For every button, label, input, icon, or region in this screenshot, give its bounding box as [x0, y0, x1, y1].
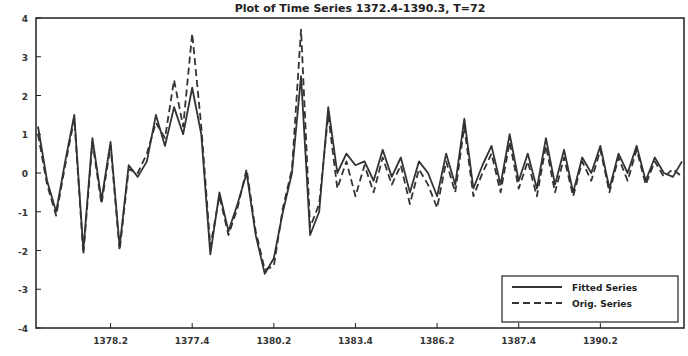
y-tick-label: 0 [22, 169, 28, 179]
y-tick [36, 328, 41, 329]
x-tick-label: 1377.4 [175, 336, 210, 346]
x-tick-label: 1387.4 [501, 336, 536, 346]
x-tick [355, 323, 356, 328]
x-tick [437, 323, 438, 328]
y-tick [36, 289, 41, 290]
y-tick [36, 95, 41, 96]
y-tick [36, 18, 41, 19]
y-tick-label: -1 [18, 208, 28, 218]
plot-area [38, 30, 682, 274]
legend-label: Fitted Series [572, 283, 637, 293]
y-tick-label: -4 [18, 324, 28, 334]
x-tick-label: 1390.2 [583, 336, 618, 346]
y-tick-label: 4 [22, 14, 28, 24]
y-tick-label: -2 [18, 247, 28, 257]
y-tick [36, 56, 41, 57]
series-line [38, 30, 682, 270]
y-tick [36, 211, 41, 212]
x-tick [110, 323, 111, 328]
series-line [38, 76, 682, 274]
chart: Plot of Time Series 1372.4-1390.3, T=72 -… [0, 0, 688, 356]
x-tick [600, 323, 601, 328]
plot-frame [36, 18, 684, 328]
x-tick-label: 1383.4 [338, 336, 373, 346]
y-tick-label: 2 [22, 92, 28, 102]
legend-swatch [512, 302, 562, 304]
legend-swatch [512, 286, 562, 288]
x-tick-label: 1378.2 [93, 336, 128, 346]
legend-box [502, 276, 678, 322]
y-tick [36, 173, 41, 174]
legend: Fitted Series Orig. Series [502, 276, 678, 322]
x-tick [518, 323, 519, 328]
title: Plot of Time Series 1372.4-1390.3, T=72 [235, 2, 486, 15]
x-tick-label: 1380.2 [256, 336, 291, 346]
y-tick-label: -3 [18, 285, 28, 295]
y-tick [36, 250, 41, 251]
legend-label: Orig. Series [572, 299, 632, 309]
x-tick [273, 323, 274, 328]
x-tick [192, 323, 193, 328]
y-tick-label: 3 [22, 53, 28, 63]
y-tick-label: 1 [22, 130, 28, 140]
x-tick-label: 1386.2 [420, 336, 455, 346]
